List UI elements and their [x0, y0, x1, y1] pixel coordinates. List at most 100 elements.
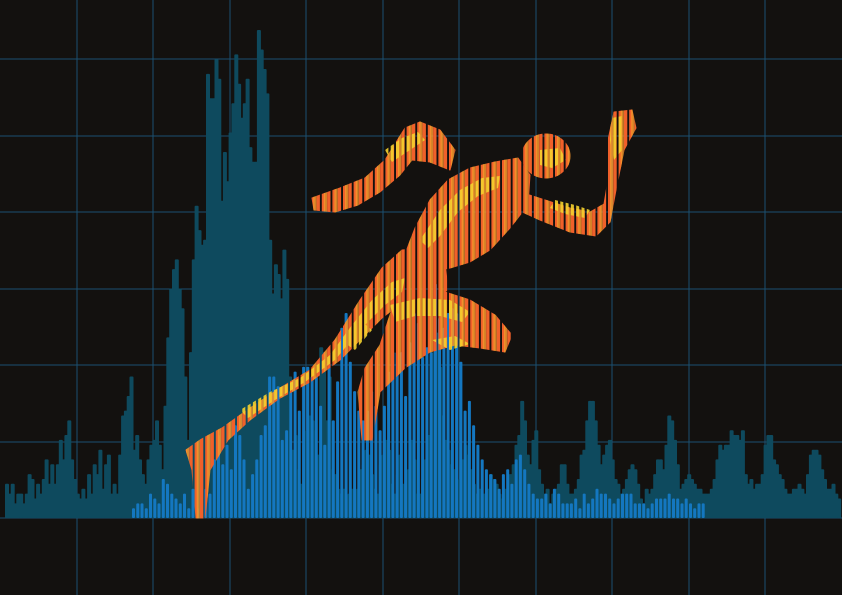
runner-highlight-bars-stripe — [237, 100, 240, 520]
runner-highlight-bars-stripe — [290, 100, 293, 520]
foreground-bar — [136, 503, 140, 518]
runner-highlight-bars-stripe — [475, 100, 479, 520]
background-bar — [837, 498, 842, 518]
runner-highlight-bars-stripe — [592, 100, 596, 520]
runner-highlight-bars-stripe — [470, 100, 474, 520]
runner-highlight-bars-stripe — [231, 100, 235, 520]
runner-highlight-bars-stripe — [608, 100, 611, 520]
runner-highlight-bars-stripe — [406, 100, 410, 520]
runner-highlight-bars-stripe — [411, 100, 415, 520]
runner-highlight-bars-stripe — [215, 100, 219, 520]
foreground-bar — [178, 503, 182, 518]
foreground-bar — [680, 503, 684, 518]
foreground-bar — [684, 498, 688, 518]
runner-highlight-bars-stripe — [401, 100, 405, 520]
foreground-bar — [153, 498, 157, 518]
runner-highlight-bars-stripe — [459, 100, 463, 520]
runner-highlight-bars-stripe — [597, 100, 601, 520]
runner-highlight-bars-stripe — [221, 100, 225, 520]
runner-highlight-bars-stripe — [390, 100, 394, 520]
runner-highlight-bars-stripe — [205, 100, 209, 520]
runner-highlight-bars-stripe — [374, 100, 378, 520]
runner-highlight-bars-stripe — [284, 100, 288, 520]
runner-highlight-bars-stripe — [491, 100, 495, 520]
runner-highlight-bars-stripe — [539, 100, 543, 520]
runner-highlight-bars-stripe — [417, 100, 421, 520]
runner-highlight-bars-stripe — [507, 100, 511, 520]
runner-highlight-bars-stripe — [523, 100, 527, 520]
runner-highlight-bars-stripe — [316, 100, 320, 520]
runner-highlight-bars-stripe — [623, 100, 627, 520]
foreground-bar — [697, 503, 701, 518]
foreground-bar — [161, 479, 165, 518]
runner-highlight-bars-stripe — [353, 100, 357, 520]
foreground-bar — [659, 498, 663, 518]
foreground-bar — [157, 503, 161, 518]
runner-highlight-bars-stripe — [449, 100, 452, 520]
foreground-bar — [425, 347, 429, 518]
runner-highlight-bars-stripe — [321, 100, 325, 520]
runner-highlight-bars-stripe — [199, 100, 203, 520]
runner-highlight-bars-stripe — [533, 100, 537, 520]
runner-highlight-bars-stripe — [274, 100, 278, 520]
runner-highlight-bars-stripe — [576, 100, 580, 520]
foreground-bar — [672, 498, 675, 518]
runner-highlight-bars-stripe — [332, 100, 336, 520]
runner-highlight-bars-stripe — [258, 100, 262, 520]
runner-highlight-bars-stripe — [252, 100, 256, 520]
runner-highlight-bars-stripe — [613, 100, 617, 520]
runner-highlight-bars-stripe — [226, 100, 230, 520]
runner-figure — [184, 100, 645, 520]
runner-highlight-bars-stripe — [385, 100, 389, 520]
runner-highlight-bars-stripe — [279, 100, 283, 520]
runner-highlight-bars-stripe — [581, 100, 585, 520]
runner-highlight-bars-stripe — [496, 100, 500, 520]
runner-highlight-bars-stripe — [263, 100, 267, 520]
runner-highlight-bars-stripe — [549, 100, 553, 520]
foreground-bar — [646, 508, 650, 518]
foreground-bar — [467, 400, 471, 518]
runner-highlight-bars-stripe — [570, 100, 574, 520]
runner-highlight-bars-stripe — [555, 100, 558, 520]
runner-highlight-bars-stripe — [427, 100, 431, 520]
runner-highlight-bars-stripe — [634, 100, 638, 520]
runner-highlight-bars-stripe — [438, 100, 442, 520]
runner-highlight-bars-stripe — [380, 100, 384, 520]
runner-highlight-bars-stripe — [311, 100, 315, 520]
runner-highlight-bars-stripe — [512, 100, 516, 520]
runner-highlight-bars-stripe — [486, 100, 490, 520]
runner-highlight-bars-stripe — [369, 100, 373, 520]
foreground-bar — [663, 498, 667, 518]
runner-highlight-bars-stripe — [184, 100, 187, 520]
runner-highlight-bars-stripe — [343, 100, 346, 520]
runner-highlight-bars-stripe — [242, 100, 246, 520]
runner-highlight-bars-stripe — [210, 100, 214, 520]
runner-highlight-bars-stripe — [247, 100, 251, 520]
runner-highlight-bars-stripe — [358, 100, 362, 520]
runner-highlight-bars-stripe — [480, 100, 484, 520]
runner-highlight-bars-stripe — [433, 100, 437, 520]
foreground-bar — [170, 493, 174, 518]
foreground-bar — [382, 405, 386, 518]
runner-highlight-bars-stripe — [364, 100, 368, 520]
runner-highlight-bars-stripe — [464, 100, 468, 520]
foreground-bar — [676, 498, 680, 518]
foreground-bar — [667, 493, 671, 518]
runner-highlight-bars-stripe — [305, 100, 309, 520]
runner-highlight-bars-stripe — [268, 100, 272, 520]
runner-highlight-bars-stripe — [337, 100, 341, 520]
runner-highlight-bars-stripe — [295, 100, 299, 520]
runner-highlight-bars-stripe — [194, 100, 198, 520]
runner-highlight-bars-stripe — [586, 100, 590, 520]
runner-highlight-bars-stripe — [327, 100, 331, 520]
foreground-bar — [144, 508, 148, 518]
foreground-bar — [701, 503, 705, 518]
foreground-bar — [655, 498, 658, 518]
runner-highlight-bars-stripe — [602, 100, 606, 520]
runner-highlight-bars-stripe — [639, 100, 643, 520]
runner-highlight-bars-stripe — [396, 100, 399, 520]
runner-highlight-bars-stripe — [348, 100, 352, 520]
foreground-bar — [140, 503, 144, 518]
runner-highlight-bars — [184, 100, 643, 520]
